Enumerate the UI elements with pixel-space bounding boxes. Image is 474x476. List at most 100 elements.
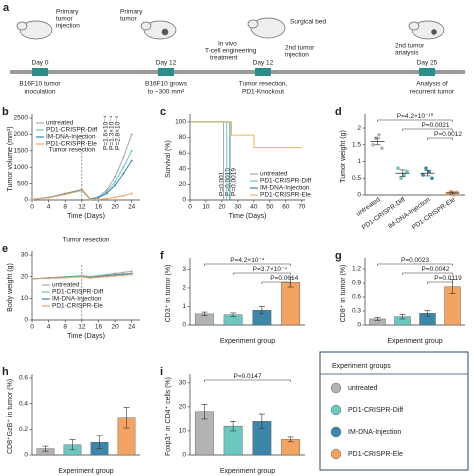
y-axis-label: CD8⁺GzB⁺ in tumor (%) [7,379,14,454]
chart-panel: e 0 10 20 30 0 4 8 12 16 20 24 Body weight (g) Time (… [2,237,140,340]
series-point [130,270,133,273]
legend-swatch [330,382,342,394]
annotation: Tumor resection [49,147,96,154]
series-point [47,196,50,199]
y-tick-label: 2 [182,285,186,292]
y-axis-label: CD3⁺ in tumor (%) [165,265,172,323]
note: tumor [56,16,73,23]
y-tick-label: 30 [179,380,187,387]
legend-label: IM-DNA-Injection [260,185,310,192]
x-tick-label: 16 [95,204,103,211]
legend-label: PD1-CRISPR-Ele [52,303,103,310]
y-tick-label: 500 [17,180,28,187]
note: Primary [120,9,143,16]
stage-day: Day 0 [32,60,49,67]
x-axis-label: Time (Days) [229,213,267,220]
stage-marker [32,68,48,76]
stage-caption: Analysis of [416,81,448,88]
annotation: P=2.8×10⁻⁵ [115,115,122,150]
y-tick-label: 3 [182,266,186,273]
legend-label: PD1-CRISPR-Diff [260,178,311,185]
x-tick-label: 50 [266,204,274,211]
error-bar [258,413,265,429]
p-value: P=0.0021 [421,122,449,129]
x-tick-label: 0 [188,204,192,211]
timeline-bar [10,70,465,74]
y-tick-label: 0 [182,322,186,329]
series-point [122,274,125,277]
p-value: P=0.0119 [434,275,462,282]
y-tick-label: 20 [179,404,187,411]
y-tick-label: 1 [182,303,186,310]
x-tick-label: 12 [78,324,86,331]
series-point [80,189,83,192]
series-point [114,196,117,199]
y-axis-label: Tumor weight (g) [340,130,347,183]
stage-day: Day 12 [156,60,177,67]
legend-label: PD1-CRISPR-Diff [46,127,97,134]
annotation: P=1.3×10⁻⁴ [109,115,116,150]
y-tick-label: 100 [175,119,186,126]
significance-bracket [427,137,453,140]
p-value: P=4.2×10⁻⁴ [230,257,265,264]
y-tick-label: 0.9 [352,280,361,287]
y-tick-label: 1 [357,158,361,165]
significance-bracket [402,128,453,131]
x-tick-label: 30 [234,204,242,211]
y-tick-label: 80 [179,134,187,141]
error-bar [424,170,431,177]
y-tick-label: 0.6 [352,294,361,301]
y-tick-label: 0 [182,197,186,204]
x-tick-label: 24 [128,324,136,331]
x-tick-label: 24 [128,204,136,211]
error-bar [230,421,237,432]
y-axis-label: CD8⁺ in tumor (%) [340,265,347,323]
p-value: P=0.0014 [270,275,298,282]
series-point [105,197,108,200]
error-bar [69,439,76,451]
bar [281,282,301,326]
p-value: P=0.0023 [401,257,429,264]
y-tick-label: 10 [21,295,29,302]
series-point [130,159,133,162]
x-tick-label: 40 [250,204,258,211]
series-point [64,193,67,196]
data-point [402,173,406,177]
legend-frame [319,351,469,471]
y-axis-label: Tumor volume (mm³) [7,126,14,191]
x-axis-label: Experiment group [220,338,275,345]
y-tick-label: 60 [179,150,187,157]
legend-label: IM-DNA-Injection [46,134,96,141]
x-axis-label: Experiment group [387,338,442,345]
significance-bracket [204,263,291,266]
note: analysis [395,50,419,57]
series-point [114,275,117,278]
group-legend: Experiment groups untreated PD1-CRISPR-Dif… [319,351,469,471]
legend-label: IM-DNA-Injection [348,429,401,436]
legend-label: PD1-CRISPR-Ele [46,141,97,148]
data-point [455,190,459,195]
stage-caption: Tumor resection, [239,81,288,88]
stage-caption: to ~300 mm³ [148,89,186,96]
x-tick-label: 4 [47,204,51,211]
series-point [89,198,92,201]
series-point [105,275,108,278]
stage-caption: B16F10 tumor [19,81,61,88]
x-axis-label: Time (Days) [67,333,105,340]
chart-panel: i 0 10 20 30 Foxp3⁺ in CD4⁺ cells (%) Experime… [160,366,305,475]
data-point [371,142,375,147]
x-tick-label: 60 [282,204,290,211]
y-axis-label: Foxp3⁺ in CD4⁺ cells (%) [165,377,172,456]
y-tick-label: 0 [24,317,28,324]
series-point [80,275,83,278]
legend-label: PD1-CRISPR-Ele [260,192,311,199]
legend-label: untreated [260,171,288,178]
error-bar [424,310,431,317]
significance-bracket [261,281,291,284]
series-point [122,166,125,169]
series-point [114,176,117,179]
error-bar [123,407,130,429]
y-tick-label: 20 [179,181,187,188]
y-tick-label: 0.2 [19,426,28,433]
legend-label: untreated [46,120,74,127]
